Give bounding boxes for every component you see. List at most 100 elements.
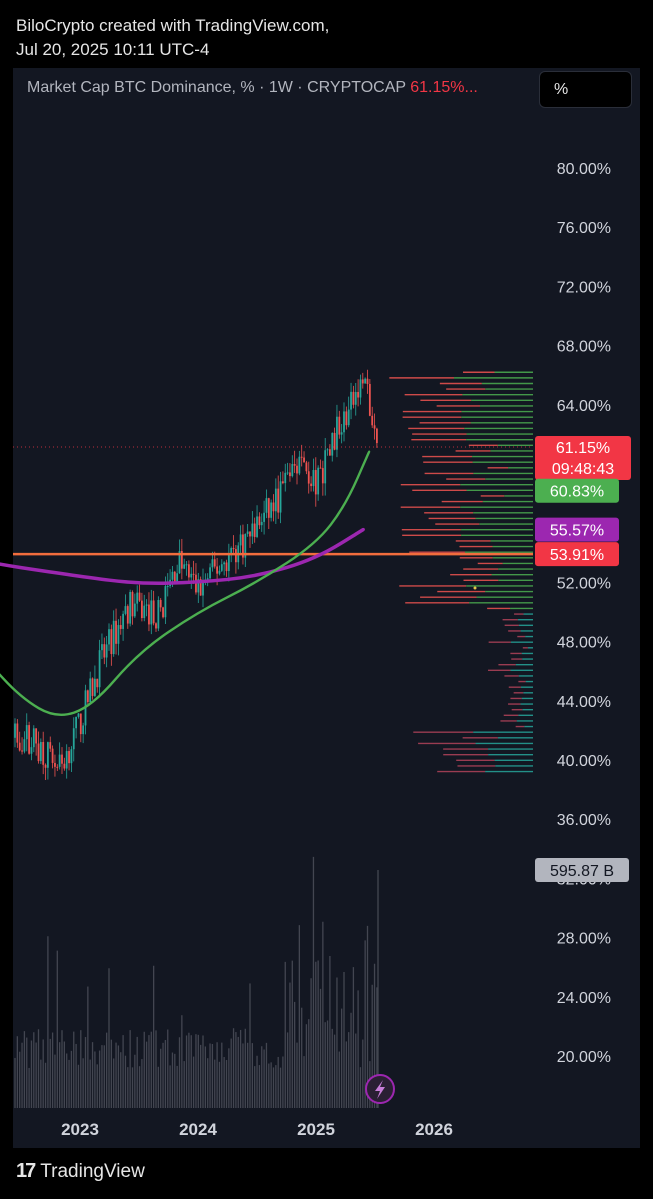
candle-body [89,678,92,703]
y-axis-tick-label: 28.00% [557,931,611,948]
candle-body [202,580,204,596]
moving-average-green[interactable] [0,450,371,716]
candle-body [314,470,317,495]
candle-body [96,678,99,688]
chart-panel[interactable] [13,68,640,1148]
candle-body [256,516,258,537]
y-axis-tick-label: 52.00% [557,575,611,592]
candle-body [354,392,357,405]
candle-body [192,573,195,575]
candle-body [270,502,273,518]
candle-body [49,742,52,749]
candle-body [293,464,296,466]
candle-body [79,713,82,735]
x-axis-tick-label: 2026 [415,1120,453,1139]
candle-body [321,468,324,484]
candle-body [298,456,301,474]
candle-body [253,523,256,537]
candle-body [173,571,176,583]
candle-body [37,743,40,762]
candle-body [145,604,148,606]
candle-body [47,742,49,768]
candle-body [131,591,134,617]
candle-body [218,570,221,574]
timestamp-line: Jul 20, 2025 10:11 UTC-4 [16,40,210,59]
y-axis-tick-label: 76.00% [557,220,611,237]
candle-body [70,749,73,764]
candle-body [185,564,188,566]
last-price-badge [535,435,631,480]
candle-body [133,603,136,617]
tradingview-logo-icon: 17 [16,1160,36,1182]
candle-body [223,562,226,565]
candle-body [357,392,359,398]
candle-body [359,379,362,398]
candle-body [227,553,230,572]
purple-ma-badge [535,517,619,542]
candle-body [103,644,106,658]
candle-body [291,464,294,477]
candle-body [197,579,200,593]
candle-body [213,559,216,567]
candle-body [364,378,367,384]
candle-body [265,498,268,513]
candle-body [14,723,16,738]
candle-body [65,751,68,769]
candle-body [249,531,251,537]
candle-body [136,592,139,604]
candle-body [373,425,376,429]
candle-body [178,551,181,574]
candle-body [340,432,343,435]
green-ma-badge [535,478,619,503]
candle-body [68,751,70,764]
candle-body [112,620,115,655]
candle-body [371,415,374,426]
candle-body [267,498,270,518]
candle-body [82,725,85,735]
y-axis-tick-label: 68.00% [557,339,611,356]
y-axis-tick-label: 40.00% [557,753,611,770]
y-axis-tick-label: 24.00% [557,990,611,1007]
candle-body [352,391,355,405]
candle-body [23,739,26,752]
candle-body [61,754,63,764]
candle-body [368,383,371,416]
candle-body [91,678,94,696]
candle-body [307,471,310,484]
candle-body [211,559,214,568]
candle-body [246,531,249,534]
candle-body [282,481,284,484]
candle-body [338,416,341,435]
x-axis-tick-label: 2025 [297,1120,335,1139]
symbol-legend-text: Market Cap BTC Dominance, % · 1W · CRYPT… [27,79,406,96]
candle-body [129,591,132,624]
candle-body [75,716,77,729]
candle-body [119,625,122,629]
candle-body [166,585,169,587]
last-price-value: 61.15% [556,440,610,457]
purple-ma-value: 55.57% [550,523,604,540]
candle-body [329,449,331,456]
candle-body [72,728,75,750]
candle-body [289,472,291,477]
candle-body [220,564,223,571]
symbol-legend-value: 61.15%... [410,79,478,96]
profile-poc-dot [473,586,477,590]
candle-body [108,629,110,645]
candle-body [350,391,352,410]
candle-body [28,725,30,754]
candle-body [124,606,127,614]
candle-body [25,725,28,740]
candle-body [176,573,179,583]
candle-body [303,457,305,463]
moving-average-purple[interactable] [0,494,365,586]
candle-body [244,533,247,558]
candle-body [272,502,275,512]
candle-body [138,592,141,601]
candle-body [296,465,298,474]
candle-body [35,728,38,744]
y-axis-tick-label: 80.00% [557,161,611,178]
candle-body [162,607,164,618]
percent-scale-button[interactable]: % [539,71,632,108]
